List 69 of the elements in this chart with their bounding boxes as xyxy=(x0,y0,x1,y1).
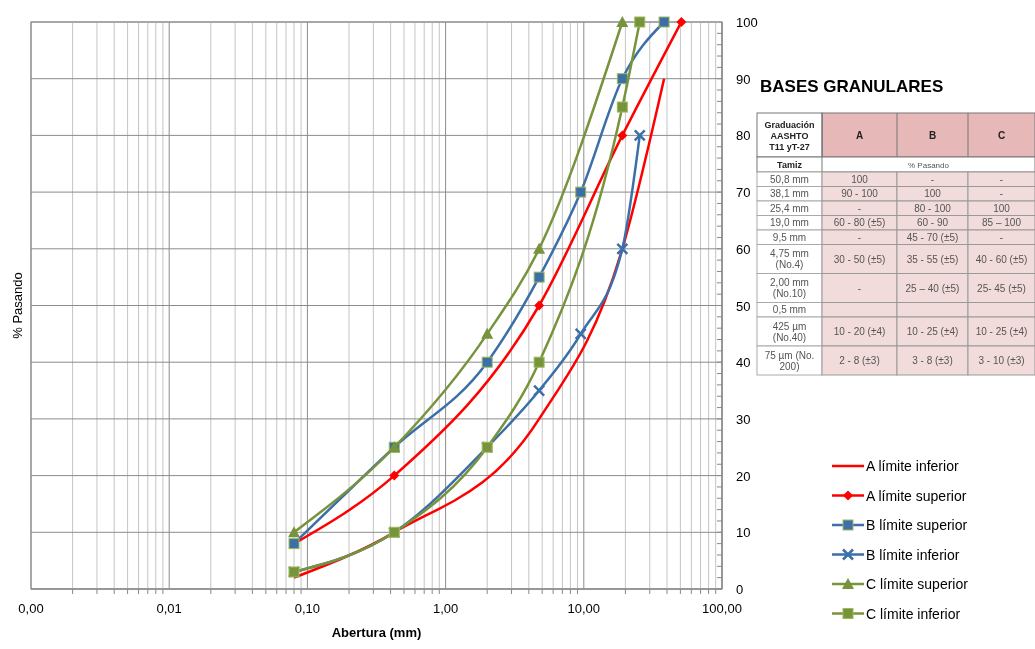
category-label: 75 µm (No. 200) xyxy=(764,349,815,372)
y-tick-label: 30 xyxy=(736,411,751,427)
y-axis-title: % Pasando xyxy=(10,272,25,339)
x-tick-label: 0,01 xyxy=(156,601,182,616)
text: 3 - 10 (±3) xyxy=(978,355,1025,366)
text: 100 xyxy=(993,202,1010,214)
text: - xyxy=(930,173,935,185)
text: - xyxy=(999,188,1004,200)
text: 80 - 100 xyxy=(914,202,951,214)
category-label: 19,0 mm xyxy=(770,217,809,229)
legend-label: B límite inferior xyxy=(866,546,960,563)
text: 10 - 25 (±4) xyxy=(906,326,959,337)
text: Tamiz xyxy=(777,160,803,170)
category-label: 50,8 mm xyxy=(770,173,809,185)
text: 30 - 50 (±5) xyxy=(833,253,886,265)
category-label: 38,1 mm xyxy=(770,188,809,200)
legend-label: A límite superior xyxy=(866,487,967,504)
y-tick-label: 20 xyxy=(736,468,751,484)
category-label: A xyxy=(855,129,864,141)
text: - xyxy=(857,282,862,294)
category-label: 425 µm (No.40) xyxy=(772,320,807,343)
y-tick-label: 40 xyxy=(736,355,751,371)
text: BASES GRANULARES xyxy=(760,77,944,96)
text: 40 - 60 (±5) xyxy=(975,253,1028,265)
text: 100 xyxy=(851,173,868,185)
text: - xyxy=(999,231,1004,243)
text: 10 - 25 (±4) xyxy=(975,326,1028,337)
text: Graduación AASHTO T11 yT-27 xyxy=(764,119,815,152)
text: 25 – 40 (±5) xyxy=(905,282,960,294)
y-tick-label: 70 xyxy=(736,185,751,201)
text: 2 - 8 (±3) xyxy=(839,355,880,366)
x-tick-label: 0,00 xyxy=(18,601,44,616)
text: 85 – 100 xyxy=(982,217,1021,229)
y-tick-label: 10 xyxy=(736,525,751,541)
x-tick-label: 0,10 xyxy=(294,601,321,616)
legend-label: B límite superior xyxy=(866,517,968,533)
legend-label: A límite inferior xyxy=(866,458,959,474)
text: - xyxy=(857,231,862,243)
text: 100 xyxy=(924,188,941,200)
text: 90 - 100 xyxy=(841,188,878,200)
text: 25- 45 (±5) xyxy=(977,282,1026,294)
text: % Pasando xyxy=(908,161,950,170)
y-tick-label: 80 xyxy=(736,128,751,144)
y-tick-label: 50 xyxy=(736,298,751,314)
y-tick-label: 90 xyxy=(736,71,751,87)
x-tick-label: 100,00 xyxy=(702,601,742,616)
text: 60 - 90 xyxy=(916,217,949,229)
text: - xyxy=(999,173,1004,185)
x-axis-title: Abertura (mm) xyxy=(331,625,422,640)
category-label: 0,5 mm xyxy=(772,304,807,316)
category-label: 9,5 mm xyxy=(772,231,807,243)
category-label: 2,00 mm (No.10) xyxy=(770,277,809,299)
y-tick-label: 0 xyxy=(736,582,744,597)
text: - xyxy=(857,202,862,214)
x-tick-label: 1,00 xyxy=(432,601,459,616)
y-tick-label: 60 xyxy=(736,241,751,257)
y-tick-label: 100 xyxy=(736,15,758,30)
category-label: C xyxy=(997,129,1006,141)
text: 60 - 80 (±5) xyxy=(833,217,886,229)
text: 10 - 20 (±4) xyxy=(833,326,886,337)
text: 45 - 70 (±5) xyxy=(906,231,959,243)
text: 3 - 8 (±3) xyxy=(912,355,953,366)
category-label: 25,4 mm xyxy=(770,202,809,214)
x-tick-label: 10,00 xyxy=(567,601,601,616)
legend-label: C límite inferior xyxy=(866,605,961,622)
category-label: 4,75 mm (No.4) xyxy=(770,248,809,270)
text: 35 - 55 (±5) xyxy=(906,253,959,265)
category-label: B xyxy=(928,129,937,141)
legend-label: C límite superior xyxy=(866,576,969,592)
